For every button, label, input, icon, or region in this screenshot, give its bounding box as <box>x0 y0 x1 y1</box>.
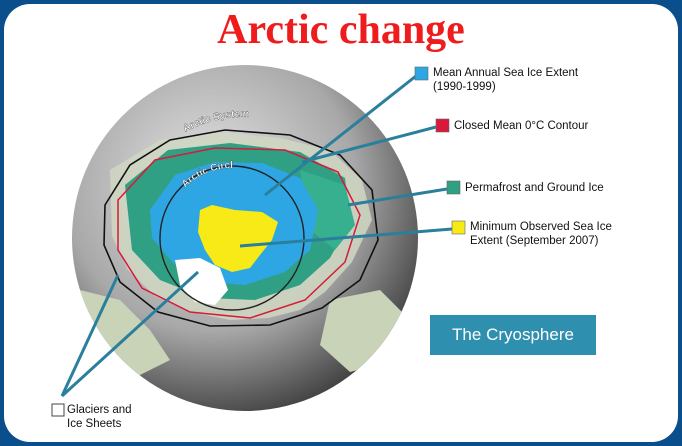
leader-line-glaciers-1 <box>60 270 200 398</box>
slide-title: Arctic change <box>217 7 465 53</box>
legend-label-mean-sea-ice: Mean Annual Sea Ice Extent <box>433 67 579 79</box>
leader-line-contour <box>301 125 437 164</box>
legend-swatch-contour <box>435 118 450 133</box>
min-sea-ice-region <box>198 205 278 272</box>
arctic-system-boundary <box>103 129 379 327</box>
legend-sublabel-mean-sea-ice: (1990-1999) <box>433 81 496 93</box>
legend-item-min-sea-ice: Minimum Observed Sea Ice Extent (Septemb… <box>470 220 612 248</box>
legend-swatch-glaciers <box>51 403 65 417</box>
leader-line-mean-sea-ice <box>264 74 417 197</box>
legend-item-permafrost: Permafrost and Ground Ice <box>465 181 604 195</box>
leader-lines <box>60 74 453 398</box>
leader-line-min-sea-ice <box>239 227 453 248</box>
legend-swatch-mean-sea-ice <box>414 66 429 81</box>
legend-item-contour: Closed Mean 0°C Contour <box>454 119 588 133</box>
legend-label-contour: Closed Mean 0°C Contour <box>454 120 589 132</box>
legend-swatch-min-sea-ice <box>451 220 466 235</box>
cryosphere-label-box: The Cryosphere <box>430 315 596 355</box>
leader-line-permafrost <box>347 187 448 207</box>
legend-label-permafrost: Permafrost and Ground Ice <box>465 182 604 194</box>
land-mass-southwest <box>80 290 170 380</box>
greenland-ice-sheet <box>175 258 228 305</box>
legend-swatch-permafrost <box>446 180 461 195</box>
zero-degree-contour <box>117 147 361 319</box>
legend-label-min-sea-ice: Minimum Observed Sea Ice <box>470 221 612 233</box>
leader-line-glaciers-2 <box>60 274 120 397</box>
legend-sublabel-glaciers: Ice Sheets <box>67 418 122 430</box>
arctic-circle-line <box>159 165 305 311</box>
legend-label-glaciers: Glaciers and <box>67 404 132 416</box>
legend-item-mean-sea-ice: Mean Annual Sea Ice Extent (1990-1999) <box>433 66 578 94</box>
legend-item-glaciers: Glaciers and Ice Sheets <box>67 403 132 431</box>
legend-sublabel-min-sea-ice: Extent (September 2007) <box>470 235 599 247</box>
